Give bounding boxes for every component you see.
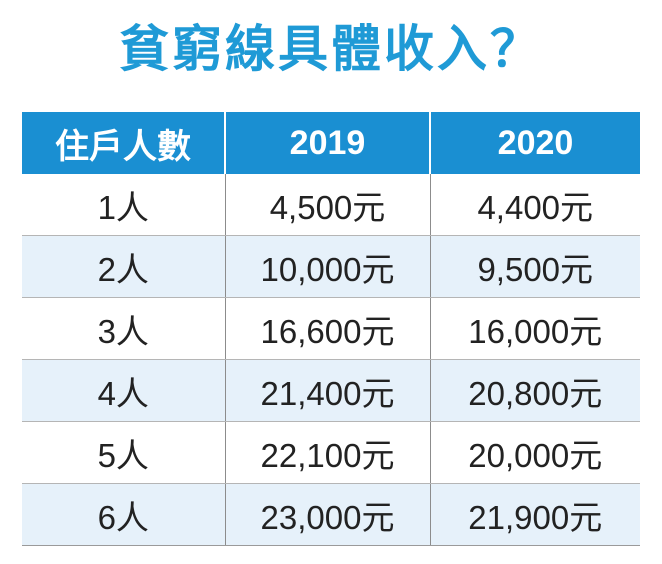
household-size-cell: 3人 — [22, 297, 225, 360]
income-2019-cell: 4,500元 — [224, 174, 430, 236]
income-2019-cell: 10,000元 — [224, 235, 430, 298]
income-2019-cell: 21,400元 — [224, 359, 430, 422]
table-body: 1人 4,500元 4,400元 2人 10,000元 9,500元 3人 16… — [22, 174, 640, 546]
household-size-cell: 2人 — [22, 235, 225, 298]
income-2019-cell: 16,600元 — [224, 297, 430, 360]
income-2019-cell: 22,100元 — [224, 421, 430, 484]
income-2020-cell: 16,000元 — [429, 297, 640, 360]
poverty-line-table: 住戶人數 2019 2020 1人 4,500元 4,400元 2人 10,00… — [22, 112, 640, 546]
household-size-cell: 6人 — [22, 483, 225, 546]
table-row: 6人 23,000元 21,900元 — [22, 483, 640, 546]
table-row: 4人 21,400元 20,800元 — [22, 359, 640, 422]
header-year-2019: 2019 — [224, 112, 430, 174]
table-row: 3人 16,600元 16,000元 — [22, 297, 640, 360]
household-size-cell: 4人 — [22, 359, 225, 422]
poverty-line-table-container: 住戶人數 2019 2020 1人 4,500元 4,400元 2人 10,00… — [22, 112, 640, 546]
page-title: 貧窮線具體收入？ — [119, 20, 543, 78]
income-2020-cell: 20,000元 — [429, 421, 640, 484]
table-header: 住戶人數 2019 2020 — [22, 112, 640, 174]
table-row: 1人 4,500元 4,400元 — [22, 174, 640, 236]
header-household-size: 住戶人數 — [22, 112, 225, 174]
income-2019-cell: 23,000元 — [224, 483, 430, 546]
table-row: 5人 22,100元 20,000元 — [22, 421, 640, 484]
household-size-cell: 1人 — [22, 174, 225, 236]
income-2020-cell: 20,800元 — [429, 359, 640, 422]
income-2020-cell: 21,900元 — [429, 483, 640, 546]
header-row: 住戶人數 2019 2020 — [22, 112, 640, 174]
table-row: 2人 10,000元 9,500元 — [22, 235, 640, 298]
header-year-2020: 2020 — [429, 112, 640, 174]
income-2020-cell: 4,400元 — [429, 174, 640, 236]
income-2020-cell: 9,500元 — [429, 235, 640, 298]
household-size-cell: 5人 — [22, 421, 225, 484]
